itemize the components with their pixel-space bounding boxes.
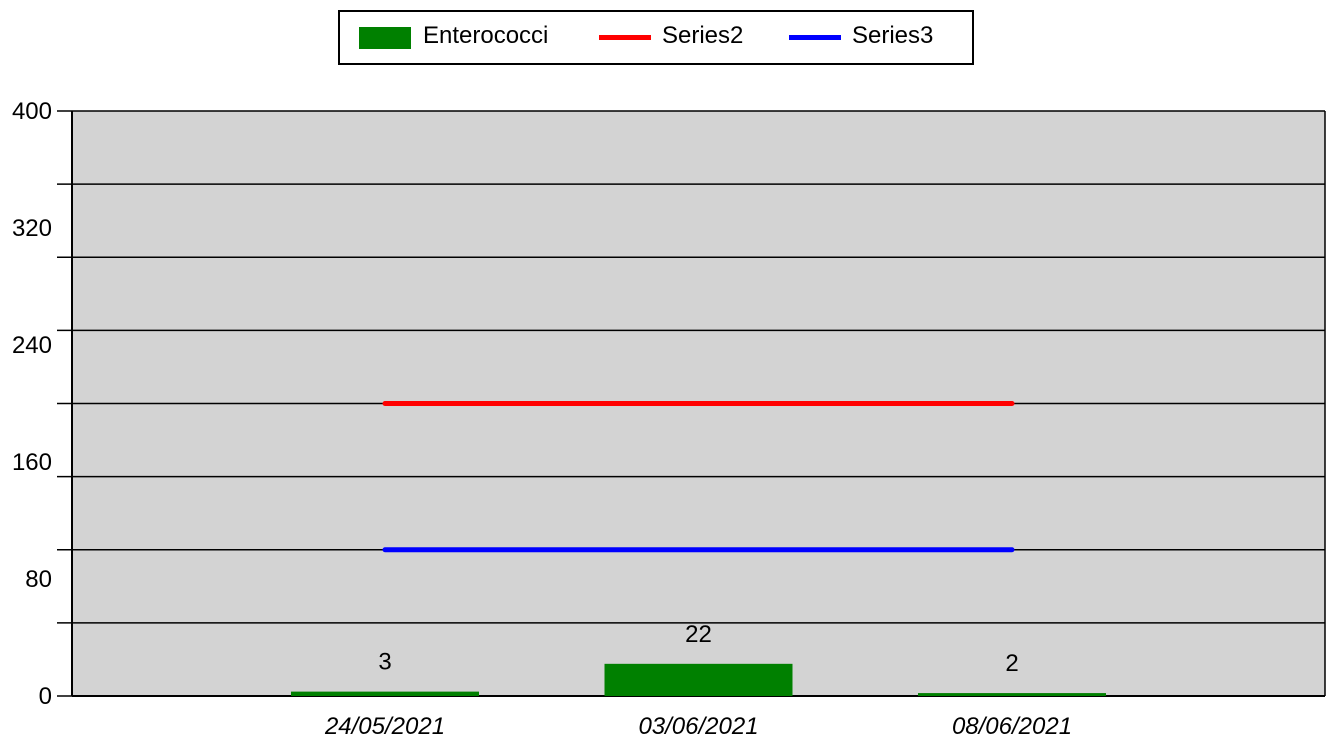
x-tick-label: 08/06/2021	[952, 713, 1072, 739]
y-tick-label: 0	[39, 683, 52, 710]
bar-enterococci	[291, 691, 479, 696]
legend-swatch-series2	[599, 35, 651, 40]
y-tick-label: 240	[12, 332, 52, 359]
bar-data-label: 2	[1005, 650, 1018, 677]
x-tick-label: 03/06/2021	[638, 713, 758, 739]
y-tick-label: 80	[25, 566, 52, 593]
legend-label-series2: Series2	[662, 22, 744, 49]
y-tick-label: 400	[12, 98, 52, 125]
x-tick-label: 24/05/2021	[324, 713, 445, 739]
y-tick-label: 320	[12, 215, 52, 242]
legend-label-enterococci: Enterococci	[423, 22, 549, 49]
bar-enterococci	[604, 663, 793, 696]
legend-label-series3: Series3	[852, 22, 934, 49]
bar-data-label: 3	[378, 649, 391, 676]
chart-legend: Enterococci Series2 Series3	[338, 10, 974, 65]
bar-enterococci	[918, 693, 1106, 696]
legend-swatch-enterococci	[359, 27, 411, 49]
bar-data-label: 22	[685, 621, 712, 648]
legend-swatch-series3	[789, 35, 841, 40]
y-tick-label: 160	[12, 449, 52, 476]
